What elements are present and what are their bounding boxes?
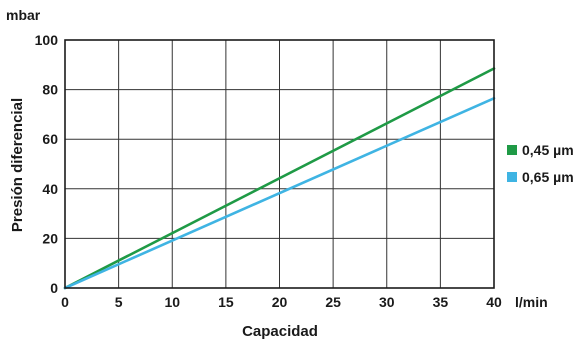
x-axis-unit: l/min	[515, 294, 548, 310]
x-tick-label-10: 10	[164, 294, 180, 310]
x-tick-label-35: 35	[433, 294, 449, 310]
legend-swatch-0-45	[507, 145, 517, 155]
y-tick-label-40: 40	[42, 181, 58, 197]
x-tick-label-25: 25	[325, 294, 341, 310]
legend-label-0-65: 0,65 µm	[522, 169, 574, 185]
series-line-1	[63, 96, 496, 290]
x-axis-title: Capacidad	[242, 323, 318, 340]
legend: 0,45 µm 0,65 µm	[507, 142, 574, 185]
x-tick-label-20: 20	[272, 294, 288, 310]
series-lines	[63, 67, 496, 290]
y-axis-unit: mbar	[6, 7, 41, 23]
plot-frame	[64, 39, 495, 289]
y-tick-label-0: 0	[50, 280, 58, 296]
grid-lines	[65, 40, 494, 288]
x-tick-label-30: 30	[379, 294, 395, 310]
axes	[64, 39, 495, 289]
legend-swatch-0-65	[507, 172, 517, 182]
legend-label-0-45: 0,45 µm	[522, 142, 574, 158]
series-line-0	[63, 67, 496, 290]
x-tick-label-5: 5	[115, 294, 123, 310]
y-tick-label-60: 60	[42, 131, 58, 147]
y-tick-label-100: 100	[35, 32, 59, 48]
y-tick-label-20: 20	[42, 230, 58, 246]
y-tick-label-80: 80	[42, 82, 58, 98]
x-tick-label-15: 15	[218, 294, 234, 310]
y-axis-title: Presión diferencial	[9, 98, 26, 232]
x-tick-label-0: 0	[61, 294, 69, 310]
x-tick-label-40: 40	[486, 294, 502, 310]
tick-labels: 0 5 10 15 20 25 30 35 40 0 20 40 60 80 100	[35, 32, 502, 310]
